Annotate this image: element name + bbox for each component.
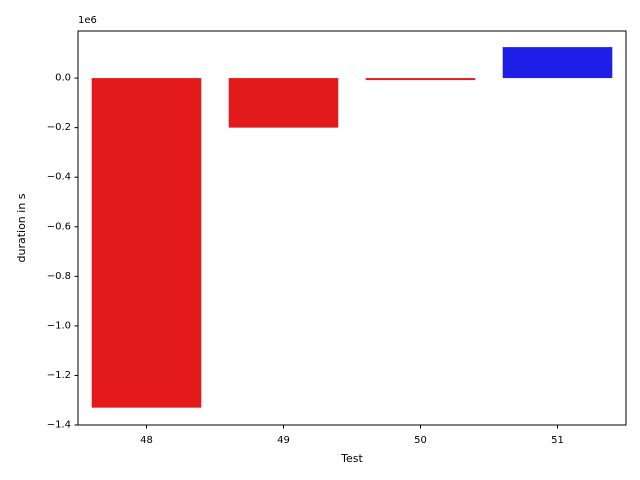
y-axis-label: duration in s	[15, 193, 28, 262]
y-tick-label: −0.2	[47, 122, 71, 133]
y-tick-label: 0.0	[55, 73, 71, 84]
x-axis: 48 49 50 51	[140, 425, 564, 446]
bars-layer	[91, 47, 613, 408]
plot-frame	[77, 30, 627, 426]
axes-layer	[77, 30, 627, 426]
x-tick-label: 51	[551, 435, 564, 446]
x-axis-label: Test	[340, 452, 363, 465]
x-tick-label: 49	[277, 435, 290, 446]
bar-48	[91, 78, 202, 408]
y-tick-label: −1.4	[47, 420, 71, 431]
y-axis: −1.4 −1.2 −1.0 −0.8 −0.6 −0.4 −0.2 0.0	[47, 73, 78, 431]
y-tick-label: −0.8	[47, 271, 71, 282]
y-axis-offset-text: 1e6	[78, 15, 97, 26]
bar-51	[502, 47, 613, 79]
x-tick-label: 50	[414, 435, 427, 446]
y-tick-label: −1.0	[47, 320, 71, 331]
bar-50	[365, 78, 476, 81]
bar-49	[228, 78, 339, 128]
y-tick-label: −1.2	[47, 370, 71, 381]
y-tick-label: −0.6	[47, 221, 71, 232]
x-tick-label: 48	[140, 435, 153, 446]
y-tick-label: −0.4	[47, 172, 71, 183]
